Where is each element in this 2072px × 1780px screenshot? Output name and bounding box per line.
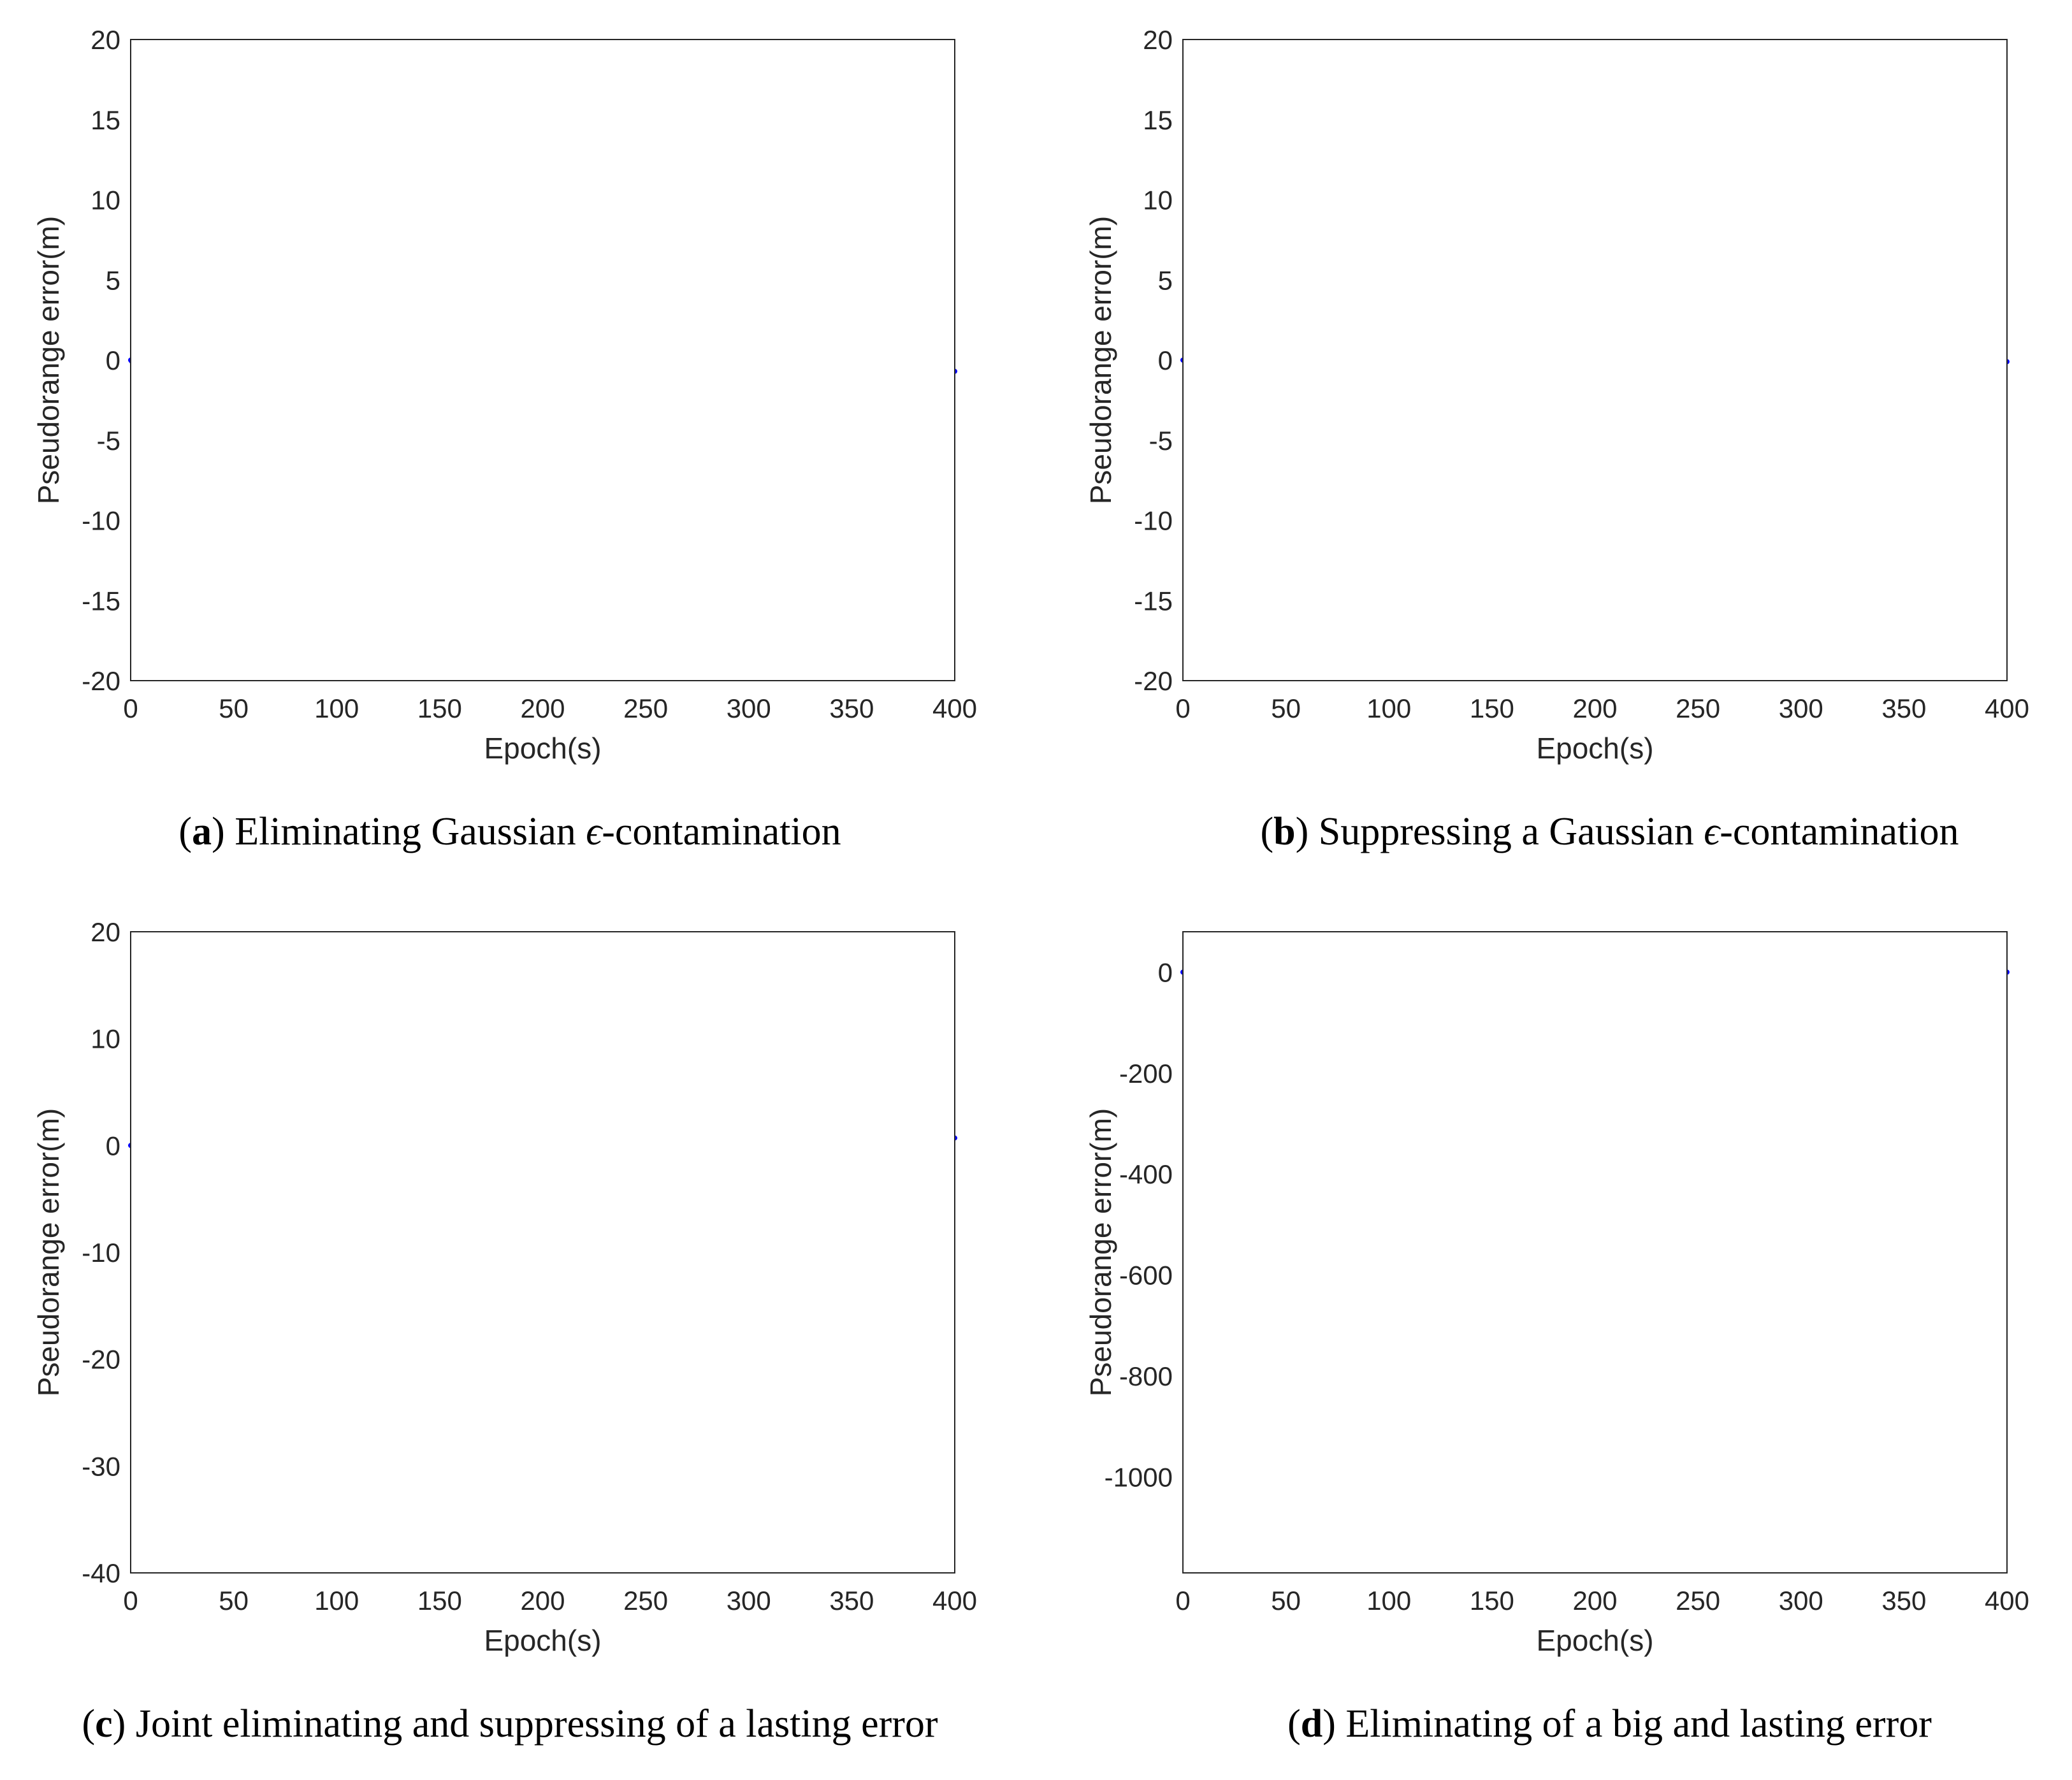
y-tick-label: 0 [1158, 957, 1173, 987]
x-tick-label: 400 [932, 693, 977, 723]
y-tick-label: -20 [1134, 666, 1173, 696]
caption-b-letter: b [1273, 810, 1296, 853]
caption-a-letter: a [192, 810, 212, 853]
x-tick-label: 100 [314, 1586, 359, 1616]
y-axis-label: Pseudorange error(m) [32, 216, 65, 505]
chart-d: 0 50 100 150 200 250 300 350 400 -1000 -800 -600 -40… [1084, 931, 2029, 1657]
y-tick-label: -20 [82, 1345, 120, 1375]
caption-c-letter: c [95, 1702, 113, 1746]
y-tick-label: 20 [91, 917, 120, 947]
x-tick-label: 250 [1676, 693, 1720, 723]
y-tick-label: 10 [1143, 185, 1173, 215]
y-tick-label: 0 [106, 345, 120, 375]
y-tick-label: -40 [82, 1558, 120, 1588]
y-tick-label: -200 [1119, 1059, 1173, 1089]
y-axis-label: Pseudorange error(m) [1084, 1108, 1117, 1397]
y-tick-label: 15 [1143, 105, 1173, 135]
caption-b-text: Suppressing a Gaussian [1318, 810, 1704, 853]
y-tick-label: -15 [1134, 586, 1173, 616]
x-tick-label: 200 [1572, 693, 1617, 723]
y-tick-label: -10 [1134, 506, 1173, 536]
chart-c: 0 50 100 150 200 250 300 350 400 -40 -30 -20 -10 0 10 2… [32, 917, 977, 1657]
x-tick-label: 150 [417, 693, 462, 723]
x-tick-label: 0 [1175, 1586, 1190, 1616]
x-tick-label: 350 [1881, 693, 1926, 723]
caption-d-text: Eliminating of a big and lasting error [1345, 1702, 1932, 1746]
x-tick-label: 0 [123, 1586, 138, 1616]
x-tick-label: 350 [829, 693, 874, 723]
x-tick-label: 200 [1572, 1586, 1617, 1616]
caption-a: (a) Eliminating Gaussian ϵ-contamination [178, 810, 841, 853]
chart-a: 0 50 100 150 200 250 300 350 400 -20 -15 -10 -5 0 5 10 1… [32, 25, 977, 765]
x-axis-label: Epoch(s) [484, 732, 601, 765]
x-tick-label: 300 [727, 693, 771, 723]
caption-b-epsilon: ϵ [1704, 810, 1720, 853]
x-tick-label: 400 [932, 1586, 977, 1616]
x-axis-label: Epoch(s) [484, 1624, 601, 1657]
caption-a-text: Eliminating Gaussian [235, 810, 586, 853]
caption-b-text-end: -contamination [1720, 810, 1959, 853]
x-tick-label: 150 [1470, 693, 1514, 723]
y-tick-label: 15 [91, 105, 120, 135]
y-axis-label: Pseudorange error(m) [1084, 216, 1117, 505]
x-tick-label: 50 [219, 693, 249, 723]
y-tick-label: -1000 [1105, 1462, 1173, 1492]
y-tick-label: -15 [82, 586, 120, 616]
chart-b: 0 50 100 150 200 250 300 350 400 -20 -15 -10 -5 0 5 10 1… [1084, 25, 2029, 765]
y-tick-label: 10 [91, 185, 120, 215]
x-tick-label: 50 [1271, 693, 1301, 723]
y-tick-label: -5 [97, 426, 120, 456]
y-tick-label: -30 [82, 1451, 120, 1481]
x-tick-label: 400 [1985, 1586, 2029, 1616]
y-tick-label: 0 [1158, 345, 1173, 375]
y-tick-label: 5 [106, 265, 120, 295]
axes-frame [1182, 931, 2008, 1574]
y-tick-label: 5 [1158, 265, 1173, 295]
x-tick-label: 0 [123, 693, 138, 723]
y-tick-label: -10 [82, 1238, 120, 1268]
x-tick-label: 350 [1881, 1586, 1926, 1616]
caption-a-text-end: -contamination [602, 810, 841, 853]
x-tick-label: 250 [1676, 1586, 1720, 1616]
x-tick-label: 50 [1271, 1586, 1301, 1616]
y-tick-label: -10 [82, 506, 120, 536]
x-tick-label: 150 [1470, 1586, 1514, 1616]
axes-frame [130, 931, 955, 1574]
y-tick-label: -600 [1119, 1261, 1173, 1291]
y-tick-label: 10 [91, 1024, 120, 1054]
y-tick-label: -800 [1119, 1361, 1173, 1391]
x-tick-label: 100 [314, 693, 359, 723]
y-tick-label: -20 [82, 666, 120, 696]
caption-a-epsilon: ϵ [586, 810, 602, 853]
y-tick-label: -400 [1119, 1159, 1173, 1189]
x-tick-label: 300 [1779, 1586, 1823, 1616]
x-tick-label: 100 [1366, 1586, 1411, 1616]
caption-c-text: Joint eliminating and suppressing of a l… [135, 1702, 938, 1746]
y-tick-label: 0 [106, 1131, 120, 1161]
x-tick-label: 50 [219, 1586, 249, 1616]
x-tick-label: 150 [417, 1586, 462, 1616]
x-tick-label: 200 [520, 1586, 565, 1616]
x-tick-label: 0 [1175, 693, 1190, 723]
y-axis-label: Pseudorange error(m) [32, 1108, 65, 1397]
caption-b: (b) Suppressing a Gaussian ϵ-contaminati… [1260, 810, 1959, 853]
x-axis-label: Epoch(s) [1536, 732, 1653, 765]
axes-frame [1182, 39, 2008, 681]
y-tick-label: 20 [1143, 25, 1173, 55]
caption-d: (d) Eliminating of a big and lasting err… [1287, 1702, 1932, 1746]
y-tick-label: 20 [91, 25, 120, 55]
x-tick-label: 300 [727, 1586, 771, 1616]
x-tick-label: 100 [1366, 693, 1411, 723]
x-axis-label: Epoch(s) [1536, 1624, 1653, 1657]
caption-c: (c) Joint eliminating and suppressing of… [82, 1702, 938, 1746]
x-tick-label: 350 [829, 1586, 874, 1616]
y-tick-label: -5 [1149, 426, 1173, 456]
x-tick-label: 200 [520, 693, 565, 723]
x-tick-label: 250 [623, 693, 668, 723]
axes-frame [130, 39, 955, 681]
caption-d-letter: d [1300, 1702, 1323, 1746]
x-tick-label: 250 [623, 1586, 668, 1616]
x-tick-label: 400 [1985, 693, 2029, 723]
x-tick-label: 300 [1779, 693, 1823, 723]
